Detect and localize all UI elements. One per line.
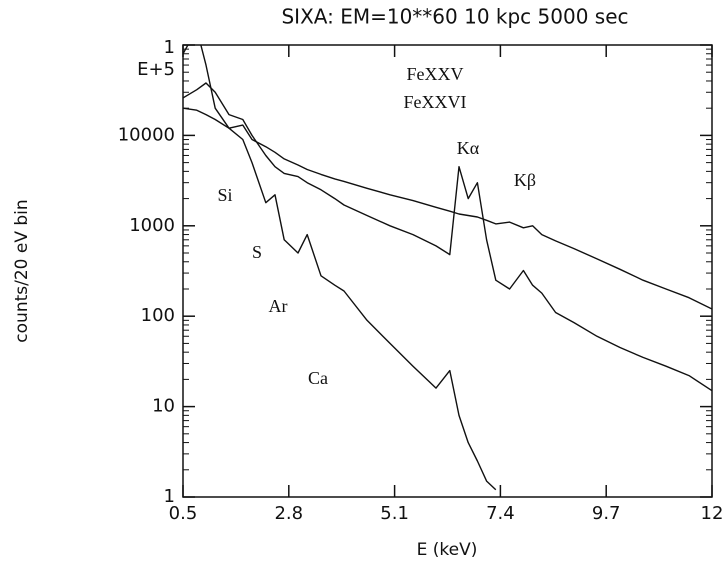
x-tick-label: 7.4 [486,503,515,524]
y-tick-label: 100 [141,305,175,326]
y-tick-label: 1 E+5 [137,37,175,80]
annotation: S [252,242,262,262]
x-tick-label: 5.1 [380,503,409,524]
spectrum-line [183,107,712,310]
y-axis-label: counts/20 eV bin [12,199,32,342]
x-axis-label: E (keV) [417,540,478,560]
x-tick-label: 9.7 [592,503,621,524]
annotation: Si [217,185,232,205]
annotation: Ca [308,368,328,388]
x-tick-label: 0.5 [169,503,198,524]
spectrum-line [183,45,497,491]
annotation: Kα [457,138,480,158]
annotation: Ar [269,296,288,316]
chart-title: SIXA: EM=10**60 10 kpc 5000 sec [281,5,628,29]
annotation: FeXXVI [404,92,467,112]
annotation: Kβ [514,170,536,190]
annotation: FeXXV [407,64,464,84]
spectrum-line [183,82,712,392]
plot-area [183,45,712,491]
x-tick-label: 12 [701,503,724,524]
y-tick-label: 1 [164,486,175,507]
plot-frame [182,44,713,498]
y-tick-label: 1000 [129,215,175,236]
x-tick-label: 2.8 [274,503,303,524]
y-tick-label: 10 [152,396,175,417]
y-tick-label: 10000 [118,124,175,145]
